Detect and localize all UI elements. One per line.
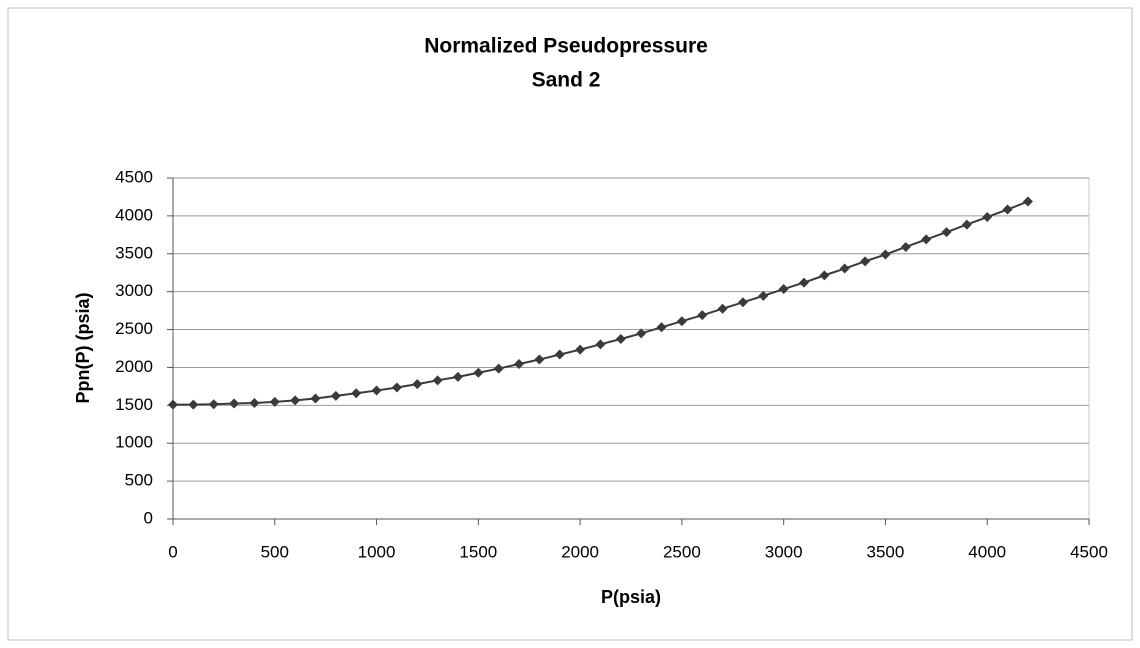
data-point bbox=[452, 371, 463, 382]
data-point bbox=[900, 241, 911, 252]
data-point bbox=[1022, 196, 1033, 207]
data-point bbox=[758, 290, 769, 301]
data-point bbox=[961, 219, 972, 230]
data-point bbox=[188, 399, 199, 410]
data-point bbox=[676, 316, 687, 327]
x-tick-label: 0 bbox=[168, 542, 177, 561]
data-point bbox=[168, 399, 178, 410]
data-point bbox=[737, 297, 748, 308]
data-point bbox=[615, 334, 626, 345]
data-point bbox=[799, 277, 810, 288]
data-point bbox=[208, 399, 219, 410]
data-point bbox=[839, 263, 850, 274]
y-tick-label: 3500 bbox=[115, 243, 153, 262]
x-tick-label: 1500 bbox=[459, 542, 497, 561]
data-point bbox=[493, 363, 504, 374]
data-point bbox=[575, 344, 586, 355]
data-point bbox=[860, 256, 871, 267]
data-point bbox=[697, 310, 708, 321]
x-tick-label: 2000 bbox=[561, 542, 599, 561]
data-point bbox=[1002, 204, 1013, 215]
y-tick-label: 1000 bbox=[115, 433, 153, 452]
x-axis-label: P(psia) bbox=[601, 587, 661, 607]
data-point bbox=[269, 396, 280, 407]
data-point bbox=[982, 212, 993, 223]
x-tick-label: 3000 bbox=[765, 542, 803, 561]
x-tick-label: 4500 bbox=[1070, 542, 1108, 561]
data-point bbox=[229, 398, 240, 409]
data-point bbox=[941, 227, 952, 238]
x-tick-label: 1000 bbox=[358, 542, 396, 561]
chart-subtitle: Sand 2 bbox=[532, 69, 601, 92]
x-tick-label: 2500 bbox=[663, 542, 701, 561]
x-tick-label: 3500 bbox=[867, 542, 905, 561]
data-point bbox=[351, 388, 362, 399]
data-point bbox=[819, 270, 830, 281]
y-tick-label: 2500 bbox=[115, 319, 153, 338]
x-tick-label: 4000 bbox=[968, 542, 1006, 561]
data-point bbox=[514, 359, 525, 370]
plot-area bbox=[172, 177, 1090, 520]
data-point bbox=[432, 375, 443, 386]
data-point bbox=[534, 354, 545, 365]
data-point bbox=[473, 367, 484, 378]
data-point bbox=[249, 398, 260, 409]
y-tick-label: 3000 bbox=[115, 281, 153, 300]
chart-title: Normalized Pseudopressure bbox=[424, 35, 708, 58]
y-tick-label: 0 bbox=[144, 508, 153, 527]
y-tick-label: 500 bbox=[125, 471, 153, 490]
data-point bbox=[880, 249, 891, 260]
data-point bbox=[656, 322, 667, 333]
data-point bbox=[412, 379, 423, 390]
y-tick-label: 1500 bbox=[115, 395, 153, 414]
y-axis-label: Ppn(P) (psia) bbox=[73, 292, 93, 403]
y-tick-label: 4500 bbox=[115, 167, 153, 186]
data-point bbox=[636, 328, 647, 339]
data-point bbox=[310, 393, 321, 404]
data-point bbox=[391, 382, 402, 393]
data-point bbox=[371, 385, 382, 396]
data-point bbox=[554, 349, 565, 360]
data-point bbox=[778, 284, 789, 295]
y-tick-label: 2000 bbox=[115, 357, 153, 376]
data-point bbox=[595, 339, 606, 350]
data-point bbox=[330, 390, 341, 401]
data-point bbox=[921, 234, 932, 245]
data-point bbox=[717, 303, 728, 314]
data-point bbox=[290, 395, 301, 406]
y-tick-label: 4000 bbox=[115, 205, 153, 224]
x-tick-label: 500 bbox=[261, 542, 289, 561]
